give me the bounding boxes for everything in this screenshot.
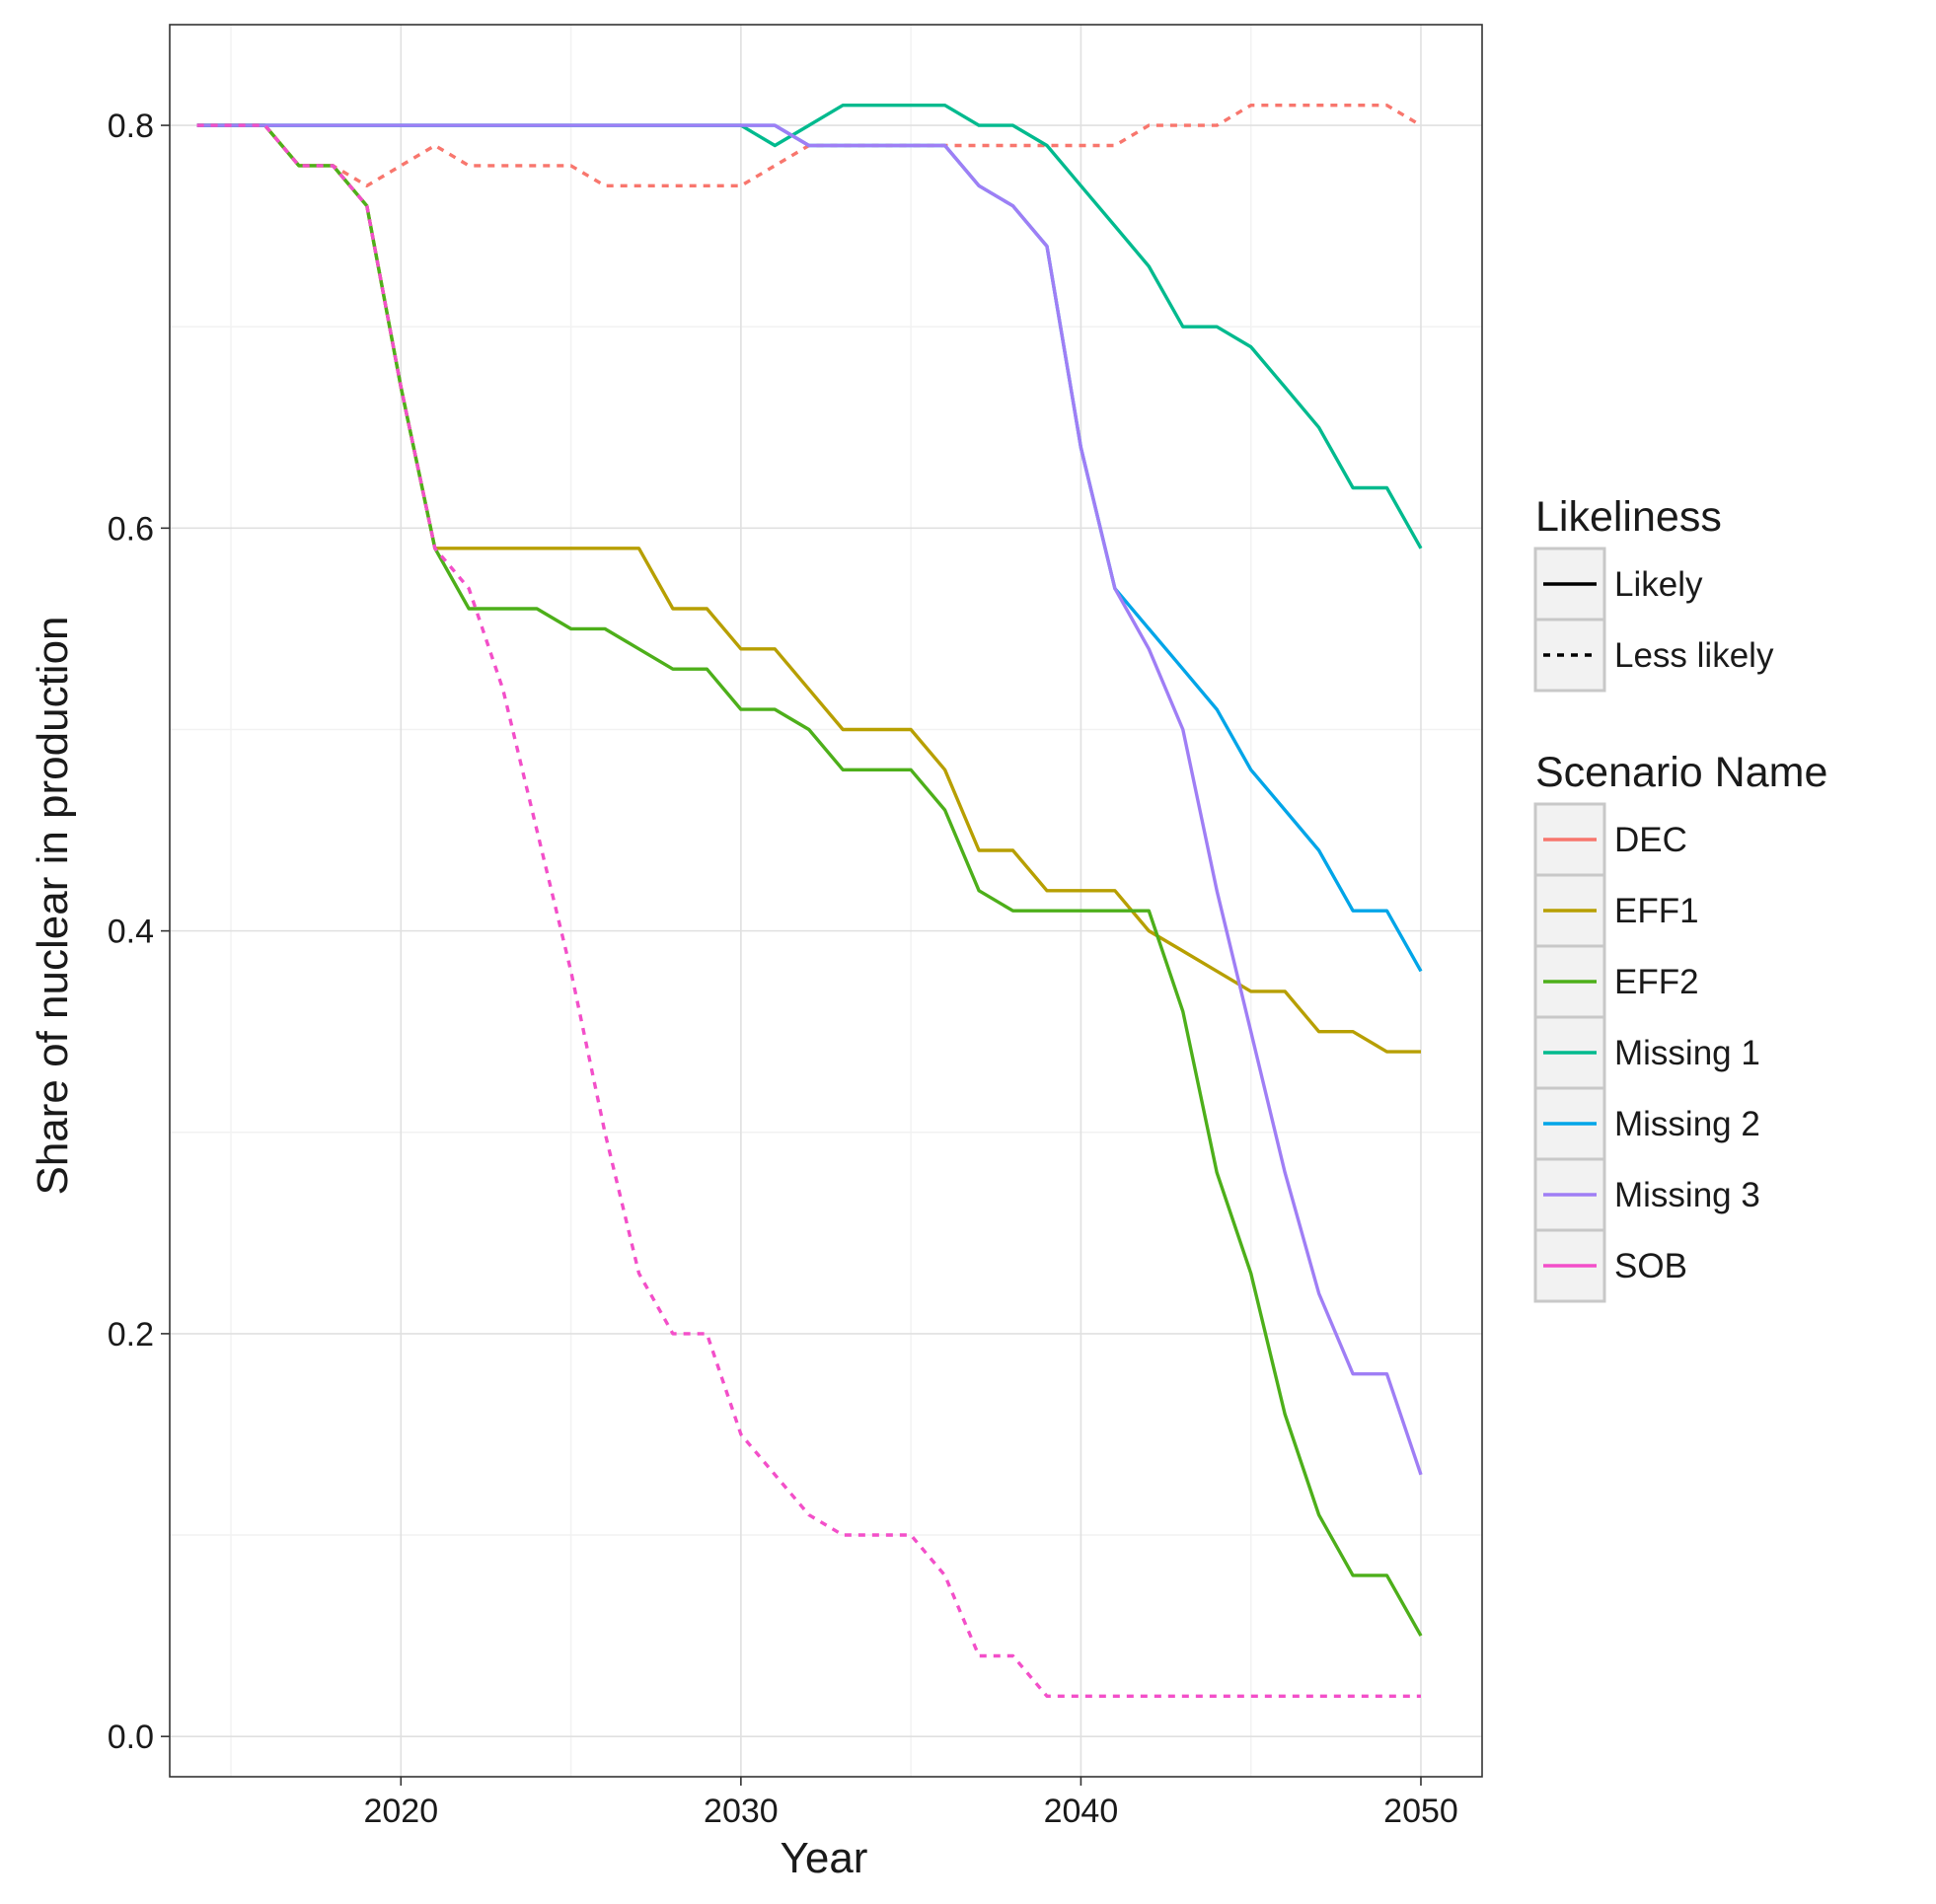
grid-major xyxy=(170,25,1482,1777)
x-tick-label: 2020 xyxy=(363,1793,438,1830)
legend-label: SOB xyxy=(1614,1247,1687,1285)
y-axis: 0.0 0.2 0.4 0.6 0.8 xyxy=(108,108,170,1756)
y-axis-title: Share of nuclear in production xyxy=(29,616,77,1195)
x-tick-label: 2040 xyxy=(1044,1793,1119,1830)
series-line-missing-3 xyxy=(196,123,1423,1476)
legend-label: Likely xyxy=(1614,565,1703,604)
legend-linetype-entries: Likely Less likely xyxy=(1533,547,1774,693)
legend-label: DEC xyxy=(1614,821,1687,859)
y-tick-label: 0.4 xyxy=(108,914,154,951)
y-tick-label: 0.0 xyxy=(108,1719,154,1756)
legend-scenario-title: Scenario Name xyxy=(1535,749,1827,796)
x-axis: 2020 2030 2040 2050 xyxy=(363,1777,1458,1830)
series-line-sob xyxy=(196,123,1421,1698)
grid-minor xyxy=(170,25,1482,1777)
legend-label: EFF2 xyxy=(1614,963,1699,1001)
legend-likeliness-title: Likeliness xyxy=(1535,493,1722,541)
x-axis-title: Year xyxy=(781,1834,868,1882)
legend-color-entries: DEC EFF1 EFF2 Missing 1 Missing 2 Missing 3 SO… xyxy=(1533,802,1760,1303)
y-tick-label: 0.8 xyxy=(108,108,154,145)
series-layer xyxy=(196,104,1423,1698)
panel-border xyxy=(169,24,1483,1778)
y-tick-label: 0.2 xyxy=(108,1316,154,1354)
legend-label: Missing 2 xyxy=(1614,1105,1760,1143)
x-tick-label: 2030 xyxy=(704,1793,779,1830)
x-tick-label: 2050 xyxy=(1383,1793,1458,1830)
legend: Likeliness Likely Less likely Scenario Na… xyxy=(1533,493,1827,1303)
legend-label: EFF1 xyxy=(1614,892,1699,930)
legend-label: Less likely xyxy=(1614,636,1774,675)
legend-label: Missing 3 xyxy=(1614,1176,1760,1214)
legend-label: Missing 1 xyxy=(1614,1034,1760,1072)
y-tick-label: 0.6 xyxy=(108,510,154,548)
